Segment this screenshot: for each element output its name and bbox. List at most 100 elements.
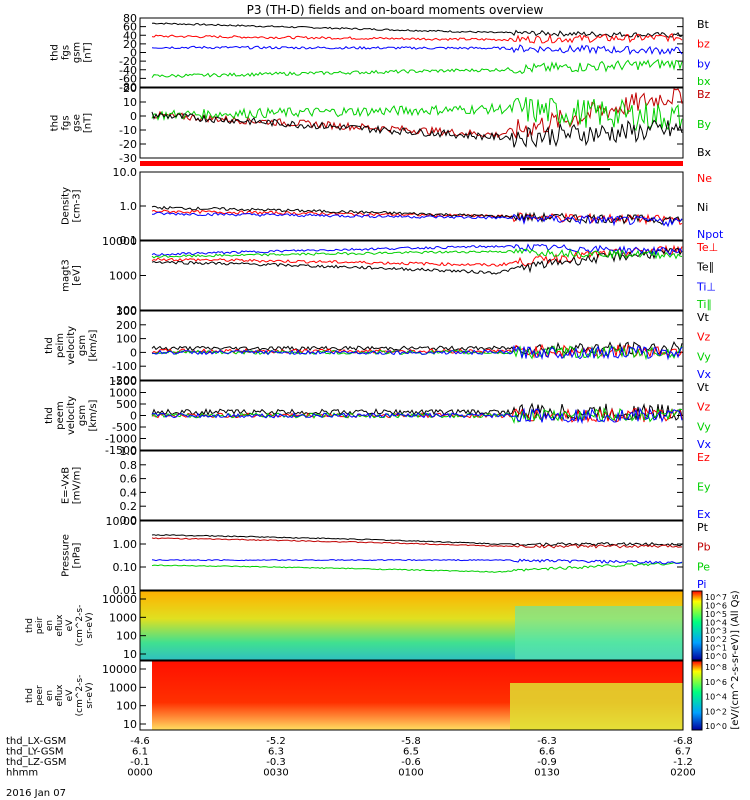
colorbar-label: [eV/(cm^2-s-sr-eV)] (All Qs) xyxy=(730,590,741,729)
legend-entry: Te⊥ xyxy=(696,241,718,254)
y-tick-label: 0.6 xyxy=(120,473,138,486)
colorbar-tick-label: 10^3 xyxy=(705,627,727,636)
series-line-Pe xyxy=(151,562,683,573)
y-tick-label: 1000 xyxy=(109,681,137,694)
date-label: 2016 Jan 07 xyxy=(6,788,66,799)
legend-entry: Te∥ xyxy=(696,261,714,274)
y-axis-label: eflux xyxy=(55,614,65,637)
series-line-Vy xyxy=(151,407,683,424)
y-axis-label: gsm xyxy=(72,42,83,63)
x-tick-label: -5.8 xyxy=(401,736,421,747)
y-tick-label: 300 xyxy=(116,305,137,318)
colorbar xyxy=(691,660,703,731)
y-axis-label: en xyxy=(45,620,55,631)
y-tick-label: 10000 xyxy=(102,663,137,676)
legend-entry: Vt xyxy=(697,311,710,324)
y-tick-label: 1.0 xyxy=(120,200,138,213)
y-axis-label: thd xyxy=(25,618,35,633)
y-axis-label: E=-VxB xyxy=(61,467,72,504)
y-axis-label: thd xyxy=(50,115,61,132)
panel-frame xyxy=(139,87,684,159)
y-tick-label: 1500 xyxy=(109,375,137,388)
legend-entry: By xyxy=(697,118,712,131)
x-tick-label: 0130 xyxy=(534,768,559,779)
legend-entry: Ti∥ xyxy=(696,298,712,311)
x-tick-label: 6.6 xyxy=(539,747,555,758)
y-tick-label: -20 xyxy=(119,55,137,68)
y-axis-label: eflux xyxy=(55,684,65,707)
colorbar-tick-label: 10^2 xyxy=(705,635,727,644)
legend-entry: by xyxy=(697,57,711,70)
y-axis-label: [eV] xyxy=(72,265,83,286)
legend-entry: Ey xyxy=(697,481,711,494)
colorbar xyxy=(691,590,703,661)
legend-entry: Pe xyxy=(697,560,710,573)
legend-entry: Ti⊥ xyxy=(696,280,716,293)
series-line-By xyxy=(151,97,683,132)
y-tick-label: 10000 xyxy=(102,235,137,248)
series-line-Pb xyxy=(151,537,683,549)
y-axis-label: peem xyxy=(55,401,66,429)
y-axis-label: peer xyxy=(35,685,45,706)
legend-entry: Ni xyxy=(697,201,708,214)
colorbar-tick-label: 10^4 xyxy=(705,693,727,702)
legend-entry: Vx xyxy=(697,368,712,381)
legend-entry: Npot xyxy=(697,228,724,241)
series-line-Ni xyxy=(151,205,683,226)
x-tick-label: 0030 xyxy=(263,768,288,779)
series-line-bx xyxy=(151,58,683,78)
legend-entry: Bx xyxy=(697,146,712,159)
y-axis-label: Pressure xyxy=(61,534,72,577)
series-line-Pi xyxy=(151,558,683,565)
y-tick-label: 60 xyxy=(123,21,137,34)
y-tick-label: -40 xyxy=(119,64,137,77)
spectrogram-region xyxy=(510,683,683,730)
y-tick-label: -20 xyxy=(119,138,137,151)
y-axis-label: fgs xyxy=(61,45,72,60)
y-axis-label: [km/s] xyxy=(88,399,99,431)
y-tick-label: 40 xyxy=(123,29,137,42)
spectrogram-peir_eflux: 10000 1000 100 10 thd peir en eflux eV (cm^2-s-sr… xyxy=(25,590,727,661)
y-axis-label: peim xyxy=(55,333,66,358)
legend-entry: Bt xyxy=(697,18,710,31)
y-axis-label: fgs xyxy=(61,115,72,130)
y-tick-label: 100 xyxy=(116,700,137,713)
x-tick-label: -6.3 xyxy=(537,736,557,747)
y-axis-label: thd xyxy=(50,44,61,61)
legend-entry: Vy xyxy=(697,350,711,363)
y-tick-label: 20 xyxy=(123,38,137,51)
x-tick-label: -0.1 xyxy=(130,757,150,768)
y-axis-label: thd xyxy=(44,337,55,354)
x-tick-label: 6.5 xyxy=(403,747,419,758)
y-tick-label: -1000 xyxy=(105,433,137,446)
y-axis-label: [nT] xyxy=(83,113,94,133)
y-axis-label: [km/s] xyxy=(88,329,99,361)
y-tick-label: 0.8 xyxy=(120,459,138,472)
x-tick-label: -1.2 xyxy=(673,757,693,768)
x-axis-row-name: thd_LX-GSM xyxy=(6,736,66,747)
series-line-Ti⊥ xyxy=(151,243,683,257)
y-tick-label: 0.2 xyxy=(120,500,138,513)
y-axis-label: peir xyxy=(35,616,45,634)
legend-entry: Vz xyxy=(697,401,711,414)
y-tick-label: 100 xyxy=(116,304,137,317)
y-tick-label: -60 xyxy=(119,72,137,85)
colorbar-tick-label: 10^7 xyxy=(705,593,727,602)
x-tick-label: -0.6 xyxy=(401,757,421,768)
y-tick-label: 0 xyxy=(130,110,137,123)
colorbar-tick-label: 10^0 xyxy=(705,652,727,661)
y-tick-label: 1000 xyxy=(109,611,137,624)
x-tick-label: 6.3 xyxy=(268,747,284,758)
y-axis-label: Density xyxy=(61,187,72,225)
series-line-by xyxy=(151,44,683,56)
y-axis-label: eV xyxy=(65,619,75,632)
y-axis-label: [mV/m] xyxy=(72,467,83,505)
x-tick-label: -4.6 xyxy=(130,736,150,747)
y-tick-label: 10 xyxy=(123,648,137,661)
x-axis-row-name: thd_LY-GSM xyxy=(6,747,63,758)
x-tick-label: -6.8 xyxy=(673,736,693,747)
y-tick-label: 0.10 xyxy=(113,561,138,574)
